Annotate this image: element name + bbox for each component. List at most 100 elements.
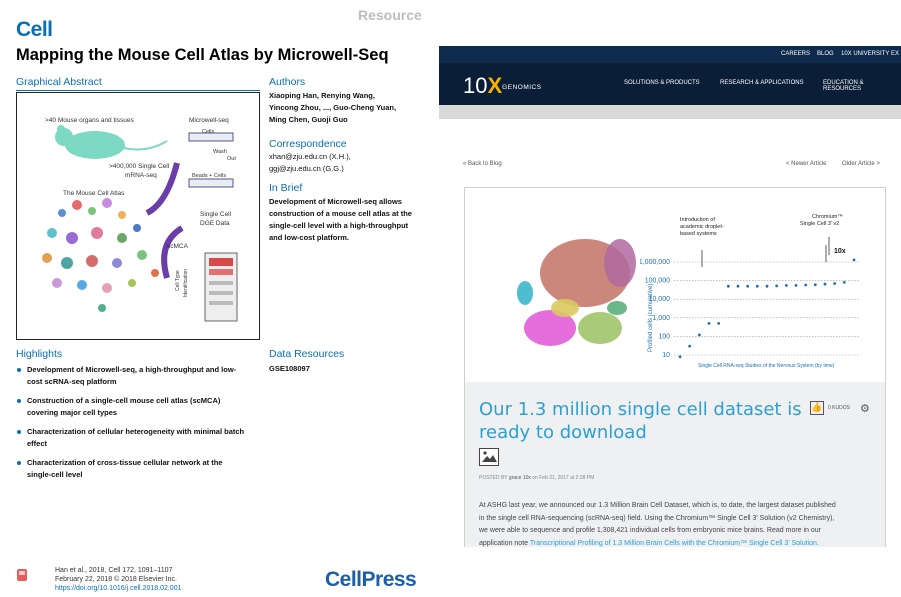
cell-journal-logo: Cell [16, 18, 53, 41]
gear-icon[interactable]: ⚙ [860, 402, 870, 415]
chart-point [746, 284, 750, 288]
authors-heading: Authors [269, 76, 306, 88]
highlight-item: Development of Microwell-seq, a high-thr… [16, 364, 262, 388]
chart-x-axis-label: Single Cell RNA-seq Studies of the Nervo… [698, 363, 835, 369]
older-article-link[interactable]: Older Article > [842, 161, 880, 167]
chart-annotation-chromium: Single Cell 3' v2 [800, 221, 839, 227]
ga-beads-label: Beads + Cells [192, 173, 227, 179]
ga-single-cell-label: >400,000 Single Cell [109, 163, 170, 170]
in-brief-line: construction of a mouse cell atlas at th… [269, 209, 412, 218]
in-brief-heading: In Brief [269, 182, 303, 194]
chart-point [775, 284, 779, 288]
chart-annotation-droplet: academic droplet- [680, 224, 724, 230]
correspondence-heading: Correspondence [269, 138, 347, 150]
subnav-bar [439, 105, 901, 119]
chart-point [697, 333, 701, 337]
chart-annotation-10x: 10x [834, 248, 846, 255]
chart-point [852, 258, 856, 262]
chart-annotation-droplet: Introduction of [680, 217, 715, 223]
graphical-abstract-figure: >40 Mouse organs and tissues Microwell-s… [16, 92, 260, 340]
top-link-10x-university[interactable]: 10X UNIVERSITY [841, 51, 890, 57]
ga-mrna-label: mRNA-seq [125, 172, 157, 179]
image-icon [479, 448, 499, 466]
chart-point [842, 281, 846, 284]
blog-post-card: 10 100 1,000 10,000 100,000 1,000,000 Introdu… [464, 187, 886, 547]
chart-annotation-chromium: Chromium™ [812, 214, 843, 220]
top-link-ex[interactable]: EX [891, 51, 900, 57]
chart-annotation-droplet: based systems [680, 231, 717, 237]
thumbs-up-icon[interactable]: 👍 [810, 401, 824, 415]
top-utility-bar: CAREERS BLOG 10X UNIVERSITY EX [439, 46, 901, 63]
citation-line: Han et al., 2018, Cell 172, 1091–1107 [55, 567, 173, 574]
main-nav: 10XGENOMICS SOLUTIONS & PRODUCTS RESEARC… [439, 63, 901, 105]
chart-point [736, 284, 740, 288]
post-body: At ASHG last year, we announced our 1.3 … [479, 500, 879, 550]
ga-dge-label-1: Single Cell [200, 211, 232, 218]
post-meta: POSTED BY grace 10x on Feb 21, 2017 at 2… [479, 475, 595, 481]
chart-point [823, 282, 827, 286]
back-to-blog-link[interactable]: « Back to Blog [463, 161, 502, 167]
ga-scmca-label: scMCA [167, 243, 188, 250]
top-link-blog[interactable]: BLOG [817, 51, 834, 57]
top-link-careers[interactable]: CAREERS [781, 51, 811, 57]
chart-point [678, 355, 682, 359]
citation: Han et al., 2018, Cell 172, 1091–1107 Fe… [55, 566, 181, 593]
ga-cells-label: Cells [202, 129, 215, 135]
citation-line: February 22, 2018 © 2018 Elsevier Inc. [55, 576, 177, 583]
crossmark-icon[interactable] [16, 568, 28, 582]
post-body-line: application note Transcriptional Profili… [479, 539, 819, 547]
paper-title: Mapping the Mouse Cell Atlas by Microwel… [16, 46, 389, 64]
chart-point [784, 284, 788, 287]
in-brief-line: single-cell level with a high-throughput [269, 221, 409, 230]
highlight-item: Construction of a single-cell mouse cell… [16, 395, 262, 419]
application-note-link[interactable]: Transcriptional Profiling of 1.3 Million… [529, 539, 819, 547]
chart-y-tick-label: 1,000 [652, 315, 670, 322]
authors-line: Xiaoping Han, Renying Wang, [269, 91, 375, 100]
highlight-item: Characterization of cross-tissue cellula… [16, 457, 262, 481]
nav-research-applications[interactable]: RESEARCH & APPLICATIONS [720, 80, 804, 86]
chart-y-tick-label: 10 [662, 352, 670, 359]
chart-y-tick-label: 100,000 [645, 278, 670, 285]
newer-article-link[interactable]: < Newer Article [786, 161, 827, 167]
chart-point [765, 284, 769, 288]
nav-education-resources[interactable]: EDUCATION & RESOURCES [823, 80, 864, 92]
correspondence-line[interactable]: xhan@zju.edu.cn (X.H.), [269, 152, 351, 161]
ga-cell-type-label-2: Identification [183, 268, 189, 297]
chart-point [813, 283, 817, 287]
data-resources-heading: Data Resources [269, 348, 345, 360]
graphical-abstract-illustration [42, 125, 238, 322]
post-author-link[interactable]: grace 10x [508, 475, 531, 481]
doi-link[interactable]: https://doi.org/10.1016/j.cell.2018.02.0… [55, 585, 182, 592]
data-resources-accession[interactable]: GSE108097 [269, 364, 310, 373]
chart-y-tick-label: 1,000,000 [640, 259, 670, 266]
in-brief-text: Development of Microwell-seq allows cons… [269, 196, 412, 244]
ga-cell-type-label-1: Cell Type [175, 270, 181, 291]
profiled-cells-chart: 10 100 1,000 10,000 100,000 1,000,000 Introdu… [640, 214, 860, 369]
correspondence-emails: xhan@zju.edu.cn (X.H.), ggj@zju.edu.cn (… [269, 151, 351, 175]
10x-genomics-logo[interactable]: 10XGENOMICS [463, 73, 542, 98]
nav-solutions-products[interactable]: SOLUTIONS & PRODUCTS [624, 80, 700, 86]
chart-point [726, 284, 730, 288]
correspondence-line[interactable]: ggj@zju.edu.cn (G.G.) [269, 164, 344, 173]
kudos-count: 0 KUDOS [828, 405, 850, 411]
chart-points [678, 258, 856, 359]
ga-organs-label: >40 Mouse organs and tissues [45, 117, 134, 124]
chart-point [794, 284, 798, 287]
article-type-label: Resource [358, 7, 422, 23]
post-content-panel [465, 382, 885, 547]
ga-microwell-label: Microwell-seq [189, 117, 229, 124]
in-brief-line: Development of Microwell-seq allows [269, 197, 402, 206]
cellpress-logo: CellPress [325, 568, 417, 591]
chart-point [688, 344, 692, 348]
chart-y-tick-label: 100 [658, 333, 670, 340]
post-body-line: we were able to sequence and profile 1,3… [479, 527, 822, 534]
chart-y-axis-label: Profiled cells (cumulative) [648, 284, 654, 352]
chart-point [755, 284, 759, 288]
graphical-abstract-heading: Graphical Abstract [16, 76, 260, 91]
authors-list: Xiaoping Han, Renying Wang, Yincong Zhou… [269, 90, 396, 126]
tsne-cluster-image [517, 239, 636, 346]
in-brief-line: and low-cost platform. [269, 233, 350, 242]
chart-y-tick-label: 10,000 [649, 296, 671, 303]
chart-point [707, 321, 711, 325]
chart-point [804, 283, 808, 287]
